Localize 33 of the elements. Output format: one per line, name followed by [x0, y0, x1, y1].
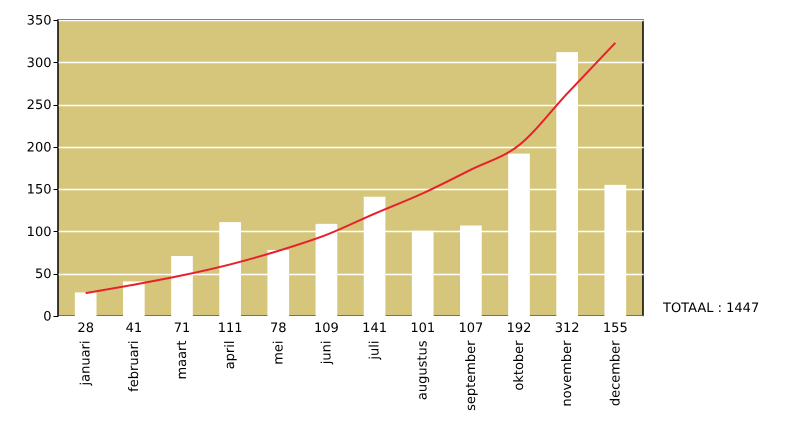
- x-tick-label: mei: [271, 340, 286, 365]
- x-tick-label: februari: [126, 340, 142, 392]
- x-tick-label: maart: [174, 340, 190, 380]
- data-label: 111: [218, 321, 243, 336]
- y-tick-label: 350: [26, 14, 52, 28]
- x-tick-label: juni: [319, 340, 334, 366]
- data-label: 28: [77, 321, 94, 336]
- data-label: 41: [126, 321, 142, 336]
- text: TOTAAL : 1447: [662, 301, 760, 316]
- x-tick-label: januari: [78, 340, 94, 386]
- data-label: 155: [602, 321, 628, 336]
- data-label: 141: [362, 321, 387, 336]
- data-label: 78: [270, 321, 287, 336]
- data-label: 101: [410, 321, 436, 336]
- x-tick-label: oktober: [512, 340, 528, 391]
- x-tick-label: augustus: [416, 340, 431, 400]
- data-label: 312: [554, 321, 580, 336]
- data-label: 192: [506, 321, 532, 336]
- x-tick-label: september: [464, 340, 479, 411]
- y-tick-label: 50: [34, 267, 52, 282]
- data-label: 71: [174, 321, 190, 336]
- x-tick-label: juli: [368, 340, 383, 361]
- x-tick-label: november: [560, 340, 576, 407]
- y-tick-label: 100: [26, 224, 52, 240]
- y-tick-label: 0: [43, 310, 52, 324]
- y-tick-label: 150: [26, 182, 52, 198]
- y-tick-label: 250: [26, 98, 52, 114]
- y-tick-label: 300: [26, 56, 52, 71]
- y-tick-label: 200: [26, 140, 52, 156]
- data-label: 109: [314, 321, 339, 336]
- x-tick-label: december: [608, 340, 624, 406]
- x-tick-label: april: [223, 340, 238, 370]
- data-label: 107: [458, 321, 484, 336]
